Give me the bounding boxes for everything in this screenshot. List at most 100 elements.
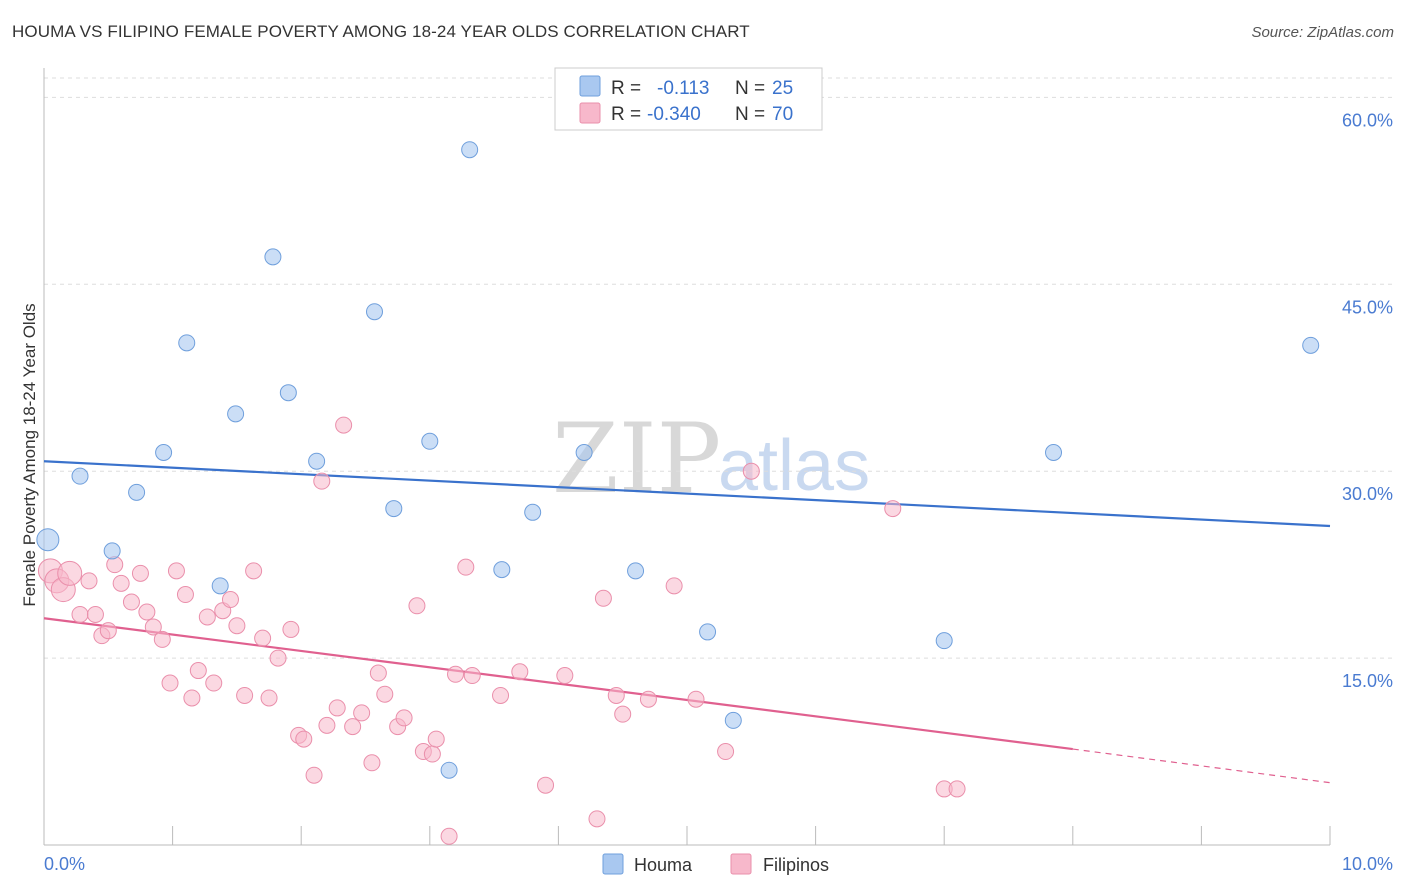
filipinos-point xyxy=(639,690,657,708)
legend-filipinos-n-label: N = xyxy=(735,104,765,125)
legend-houma-swatch xyxy=(579,75,601,97)
filipinos-point xyxy=(161,674,179,692)
filipinos-point xyxy=(511,663,529,681)
houma-point xyxy=(211,577,229,595)
filipinos-point xyxy=(153,630,171,648)
watermark-atlas: atlas xyxy=(718,426,870,506)
filipinos-point xyxy=(447,665,465,683)
legend-filipinos-n-value: 70 xyxy=(772,104,793,125)
filipinos-point xyxy=(335,416,353,434)
houma-point xyxy=(1302,336,1320,354)
houma-point xyxy=(575,444,593,461)
filipinos-point xyxy=(144,618,162,636)
filipinos-point xyxy=(687,690,705,708)
bottom-legend: Houma Filipinos xyxy=(602,853,829,875)
filipinos-point xyxy=(588,810,606,828)
legend: R = -0.113 N = 25 R = -0.340 N = 70 xyxy=(554,67,823,131)
filipinos-point xyxy=(80,572,98,590)
houma-point xyxy=(1045,444,1063,461)
filipinos-point xyxy=(99,622,117,640)
filipinos-point xyxy=(363,754,381,772)
filipinos-point xyxy=(492,686,510,704)
filipinos-point xyxy=(376,685,394,703)
filipinos-point xyxy=(189,662,207,680)
houma-point xyxy=(461,141,479,159)
bottom-legend-houma-label: Houma xyxy=(634,855,693,875)
filipinos-trend-extension xyxy=(1072,748,1331,784)
filipinos-point xyxy=(106,556,124,574)
houma-point xyxy=(935,632,953,650)
filipinos-point xyxy=(328,699,346,717)
filipinos-point xyxy=(742,462,760,480)
bottom-legend-filipinos-swatch xyxy=(730,853,752,875)
filipinos-point xyxy=(717,743,735,761)
filipinos-point xyxy=(423,745,441,763)
legend-houma-n-value: 25 xyxy=(772,78,793,99)
y-tick-label: 60.0% xyxy=(1342,110,1393,130)
filipinos-point xyxy=(245,562,263,580)
filipinos-point xyxy=(884,500,902,518)
legend-houma-r-value: -0.113 xyxy=(657,78,709,99)
filipinos-point xyxy=(369,664,387,682)
filipinos-point xyxy=(318,716,336,734)
filipinos-point xyxy=(236,686,254,704)
houma-point xyxy=(71,467,89,485)
filipinos-point xyxy=(183,689,201,707)
houma-point xyxy=(128,483,146,501)
filipinos-point xyxy=(228,617,246,635)
bottom-legend-houma-swatch xyxy=(602,853,624,875)
filipinos-trend-line xyxy=(43,617,1073,751)
houma-point xyxy=(421,432,439,450)
houma-point xyxy=(227,405,245,423)
filipinos-point xyxy=(607,686,625,704)
tick-labels: 15.0% 30.0% 45.0% 60.0% 0.0% 10.0% xyxy=(44,110,1393,874)
filipinos-point xyxy=(614,705,632,723)
axes xyxy=(43,68,1331,846)
houma-point xyxy=(385,500,403,518)
houma-point xyxy=(155,444,173,461)
filipinos-point xyxy=(457,558,475,576)
filipinos-point xyxy=(269,649,287,667)
houma-point xyxy=(524,503,542,521)
trend-lines xyxy=(43,460,1331,784)
houma-point xyxy=(308,452,326,470)
watermark-zip: ZIP xyxy=(552,403,721,515)
legend-houma-r-label: R = xyxy=(611,78,641,99)
bottom-legend-filipinos-label: Filipinos xyxy=(763,855,829,875)
legend-filipinos-swatch xyxy=(579,102,601,124)
filipinos-point xyxy=(122,593,140,611)
x-tick-label-start: 0.0% xyxy=(44,854,85,874)
filipinos-point xyxy=(57,560,83,586)
legend-filipinos-r-value: -0.340 xyxy=(647,104,701,125)
houma-point xyxy=(279,384,297,402)
y-tick-label: 15.0% xyxy=(1342,671,1393,691)
filipinos-point xyxy=(282,620,300,638)
filipinos-point xyxy=(260,689,278,707)
x-tick-label-end: 10.0% xyxy=(1342,854,1393,874)
chart-title: HOUMA VS FILIPINO FEMALE POVERTY AMONG 1… xyxy=(12,22,750,41)
houma-point xyxy=(440,761,458,779)
filipinos-point xyxy=(665,577,683,595)
filipinos-point xyxy=(408,597,426,615)
filipinos-point xyxy=(221,591,239,609)
filipinos-point xyxy=(295,730,313,748)
filipinos-point xyxy=(86,605,104,623)
houma-point xyxy=(627,562,645,580)
houma-point xyxy=(366,303,384,321)
houma-point xyxy=(724,711,742,729)
filipinos-point xyxy=(395,709,413,727)
houma-point xyxy=(493,561,511,579)
data-points xyxy=(36,141,1320,845)
filipinos-point xyxy=(353,704,371,722)
filipinos-point xyxy=(167,562,185,580)
filipinos-point xyxy=(138,603,156,621)
filipinos-point xyxy=(112,574,130,592)
houma-point xyxy=(103,542,121,560)
filipinos-point xyxy=(131,564,149,582)
houma-point xyxy=(36,528,60,552)
filipinos-point xyxy=(71,605,89,623)
legend-filipinos-r-label: R = xyxy=(611,104,641,125)
y-axis-label: Female Poverty Among 18-24 Year Olds xyxy=(20,303,39,606)
filipinos-point xyxy=(556,667,574,685)
